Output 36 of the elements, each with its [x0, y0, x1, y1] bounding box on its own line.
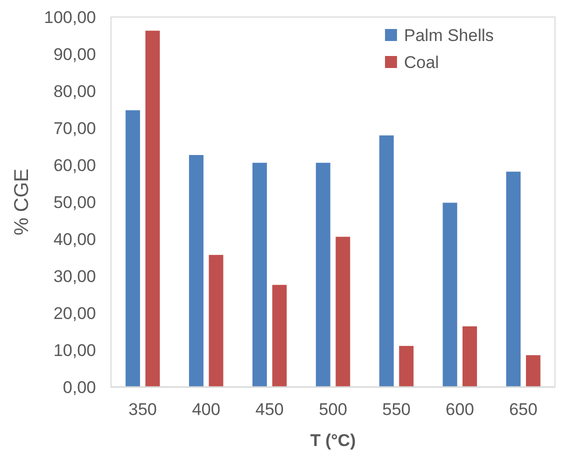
y-tick-label: 70,00 — [53, 118, 96, 138]
y-tick-label: 30,00 — [53, 266, 96, 286]
x-tick-label: 650 — [509, 400, 538, 419]
y-tick-label: 40,00 — [53, 230, 96, 249]
bar — [272, 284, 287, 387]
legend-label: Coal — [404, 52, 439, 72]
y-tick-label: 100,00 — [44, 8, 96, 27]
legend-label: Palm Shells — [404, 26, 494, 45]
y-tick-label: 20,00 — [53, 304, 96, 323]
bar — [399, 346, 414, 387]
y-tick-label: 90,00 — [53, 44, 96, 64]
bar — [208, 254, 224, 387]
bar — [379, 135, 394, 387]
x-tick-label: 550 — [382, 400, 411, 419]
x-axis-title: T (°C) — [310, 431, 356, 450]
x-tick-label: 350 — [128, 400, 157, 419]
y-tick-label: 80,00 — [53, 82, 96, 101]
x-tick-label: 500 — [318, 400, 348, 419]
x-tick-label: 450 — [255, 400, 284, 419]
bar — [336, 236, 350, 387]
bar — [145, 30, 160, 387]
bar — [506, 172, 521, 387]
bar — [189, 155, 204, 387]
bar — [316, 162, 330, 387]
bar — [442, 202, 458, 387]
bar — [462, 326, 477, 387]
x-tick-label: 400 — [192, 400, 220, 419]
bar — [252, 162, 267, 387]
y-tick-label: 0,00 — [62, 378, 96, 397]
bar — [526, 355, 540, 387]
y-tick-label: 60,00 — [53, 156, 96, 175]
x-tick-label: 600 — [446, 400, 474, 419]
bar — [126, 110, 140, 387]
y-tick-label: 50,00 — [53, 192, 96, 212]
y-tick-label: 10,00 — [53, 340, 96, 360]
y-axis-title: % CGE — [11, 168, 33, 236]
